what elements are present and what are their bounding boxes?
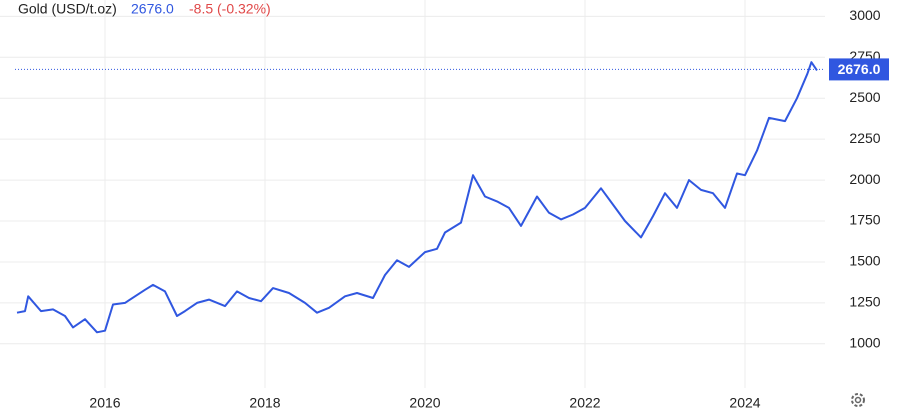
chart-title: Gold (USD/t.oz) (18, 1, 117, 17)
price-change: -8.5 (-0.32%) (189, 1, 271, 17)
x-tick-label: 2022 (569, 395, 600, 411)
price-line (16, 61, 818, 334)
y-tick-label: 3000 (849, 7, 880, 23)
last-price-tag-label: 2676.0 (838, 61, 881, 77)
y-tick-label: 2000 (849, 171, 880, 187)
x-tick-label: 2018 (249, 395, 280, 411)
x-tick-label: 2020 (409, 395, 440, 411)
y-tick-label: 1750 (849, 212, 880, 228)
y-tick-label: 1000 (849, 335, 880, 351)
x-tick-label: 2024 (729, 395, 760, 411)
last-price: 2676.0 (131, 1, 174, 17)
y-tick-label: 1500 (849, 253, 880, 269)
settings-icon[interactable] (851, 393, 865, 407)
x-tick-label: 2016 (89, 395, 120, 411)
last-price-tag (829, 58, 889, 81)
y-tick-label: 2500 (849, 89, 880, 105)
y-tick-label: 2250 (849, 130, 880, 146)
y-tick-label: 1250 (849, 294, 880, 310)
